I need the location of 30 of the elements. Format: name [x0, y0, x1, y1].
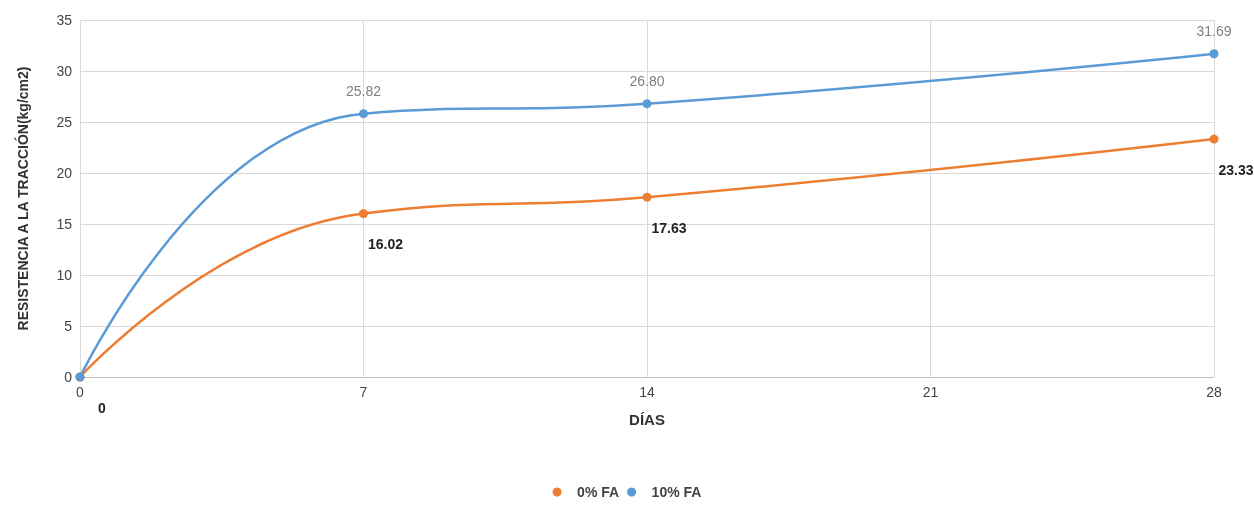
legend-label: 10% FA	[651, 484, 702, 500]
data-label: 0	[98, 399, 107, 416]
legend-label: 0% FA	[577, 484, 620, 500]
y-axis-title: RESISTENCIA A LA TRACCIÓN(kg/cm2)	[14, 66, 31, 331]
point	[359, 209, 368, 219]
data-label: 23.33	[1218, 161, 1254, 178]
y-tick-label: 35	[56, 12, 73, 28]
point	[642, 192, 652, 202]
x-axis-title: DÍAS	[629, 411, 665, 428]
x-tick-label: 7	[359, 384, 368, 400]
y-tick-label: 30	[56, 63, 73, 79]
x-tick-label: 21	[922, 384, 939, 400]
point	[359, 109, 368, 119]
y-tick-label: 20	[56, 165, 73, 181]
y-tick-label: 0	[64, 369, 73, 385]
point	[1209, 134, 1219, 144]
data-label: 25.82	[345, 83, 382, 100]
y-tick-label: 10	[56, 267, 73, 283]
point	[1209, 49, 1219, 59]
data-label: 16.02	[367, 236, 404, 253]
x-tick-label: 28	[1206, 384, 1222, 400]
y-tick-label: 5	[64, 318, 73, 334]
point	[642, 99, 652, 109]
data-label: 17.63	[651, 219, 687, 236]
x-tick-label: 0	[76, 384, 85, 400]
y-tick-label: 15	[56, 216, 73, 232]
x-tick-label: 14	[639, 384, 655, 400]
data-label: 26.80	[629, 73, 665, 90]
y-tick-label: 25	[56, 114, 73, 130]
data-label: 31.69	[1196, 23, 1232, 40]
